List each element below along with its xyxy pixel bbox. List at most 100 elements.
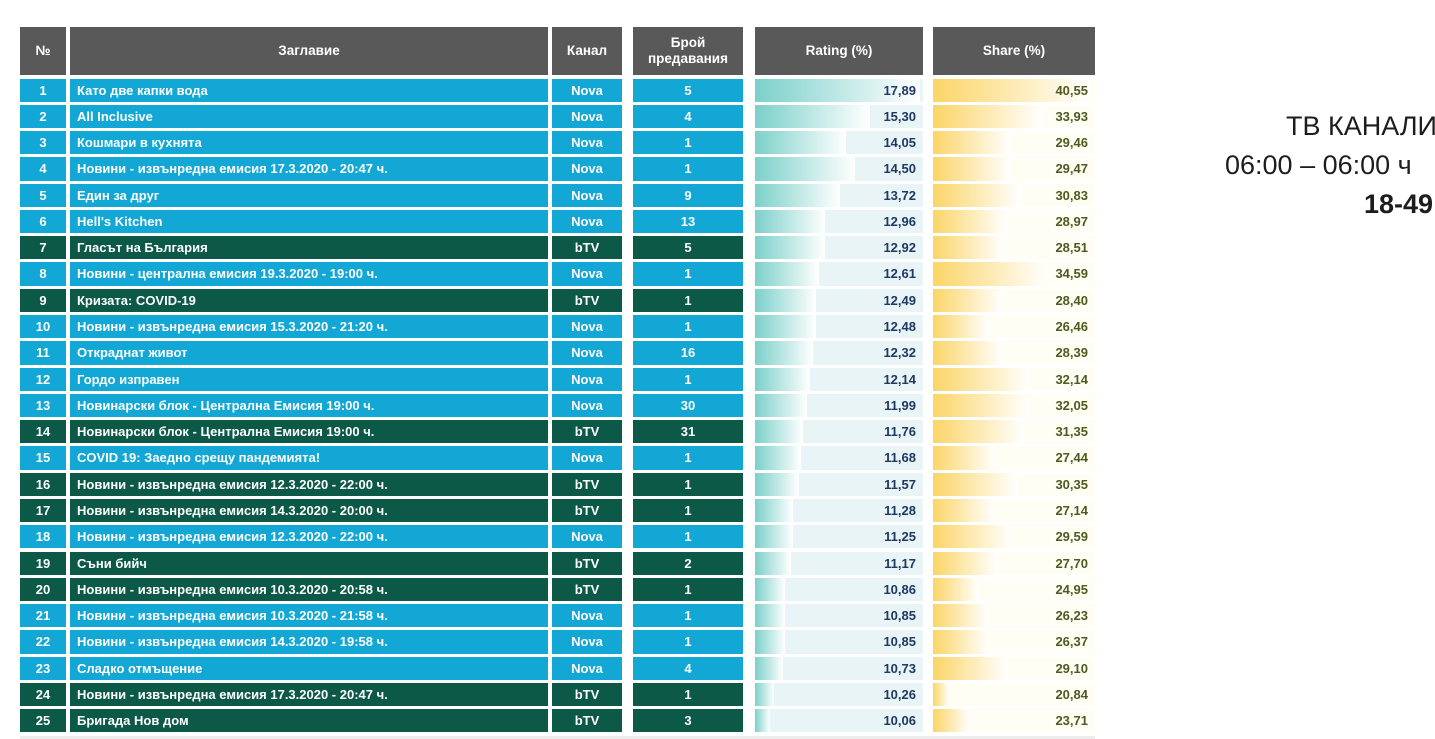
table-row: 20 Новини - извънредна емисия 10.3.2020 …: [20, 577, 1095, 602]
rating-cell: 10,86: [755, 577, 923, 602]
rating-value: 14,50: [883, 161, 916, 177]
rating-value: 10,86: [883, 581, 916, 597]
row-count: 1: [633, 262, 743, 286]
share-value: 30,35: [1055, 476, 1088, 492]
share-bar: [933, 367, 1030, 391]
row-count: 1: [633, 288, 743, 312]
header-title: Заглавие: [70, 27, 548, 75]
share-cell: 29,47: [933, 157, 1095, 181]
share-cell: 28,51: [933, 236, 1095, 260]
share-value: 27,44: [1055, 450, 1088, 466]
rating-value: 11,25: [884, 529, 916, 545]
row-title: COVID 19: Заедно срещу пандемията!: [70, 446, 548, 470]
rating-bar: [755, 420, 803, 444]
row-count: 1: [633, 446, 743, 470]
rating-value: 11,99: [884, 397, 916, 413]
rating-value: 11,28: [884, 503, 916, 518]
row-title: Новини - извънредна емисия 17.3.2020 - 2…: [70, 682, 548, 707]
row-title: Новини - централна емисия 19.3.2020 - 19…: [70, 262, 548, 286]
row-number: 2: [20, 104, 66, 128]
row-title: Сладко отмъщение: [70, 656, 548, 680]
rating-bar: [755, 288, 817, 312]
row-number: 25: [20, 709, 66, 733]
row-count: 1: [633, 367, 743, 391]
row-count: 5: [633, 78, 743, 102]
row-number: 17: [20, 499, 66, 523]
row-count: 4: [633, 104, 743, 128]
row-channel: Nova: [552, 78, 622, 102]
row-count: 9: [633, 183, 743, 207]
rating-value: 10,85: [883, 634, 916, 650]
rating-value: 11,68: [884, 450, 916, 466]
share-cell: 32,14: [933, 367, 1095, 391]
rating-bar: [755, 709, 771, 733]
share-cell: 27,14: [933, 499, 1095, 523]
rating-bar: [755, 131, 847, 155]
row-title: Кризата: COVID-19: [70, 288, 548, 312]
rating-bar: [755, 499, 794, 523]
share-cell: 28,97: [933, 209, 1095, 234]
rating-value: 17,89: [883, 82, 916, 98]
table-row: 8 Новини - централна емисия 19.3.2020 - …: [20, 262, 1095, 286]
share-cell: 29,59: [933, 525, 1095, 549]
share-value: 29,47: [1055, 161, 1088, 177]
table-header-row: № Заглавие Канал Брой предавания Rating …: [20, 27, 1095, 75]
row-count: 30: [633, 393, 743, 418]
row-number: 12: [20, 367, 66, 391]
share-value: 29,46: [1055, 135, 1088, 151]
share-bar: [933, 78, 1091, 102]
share-bar: [933, 236, 1005, 260]
row-number: 11: [20, 341, 66, 365]
row-title: Новини - извънредна емисия 12.3.2020 - 2…: [70, 525, 548, 549]
share-value: 28,97: [1055, 213, 1088, 229]
row-channel: bTV: [552, 577, 622, 602]
row-number: 10: [20, 315, 66, 339]
row-channel: Nova: [552, 131, 622, 155]
share-bar: [933, 209, 1008, 234]
rating-cell: 12,48: [755, 315, 923, 339]
table-row: 11 Откраднат живот Nova 16 12,32 28,39: [20, 341, 1095, 365]
rating-value: 12,96: [883, 213, 916, 229]
row-count: 1: [633, 472, 743, 496]
share-bar: [933, 472, 1018, 496]
share-value: 31,35: [1055, 424, 1088, 440]
rating-bar: [755, 604, 786, 628]
share-cell: 24,95: [933, 577, 1095, 602]
share-bar: [933, 183, 1021, 207]
row-channel: bTV: [552, 709, 622, 733]
rating-value: 12,32: [883, 345, 916, 361]
share-cell: 26,46: [933, 315, 1095, 339]
row-title: Hell's Kitchen: [70, 209, 548, 234]
share-bar: [933, 262, 1048, 286]
rating-bar: [755, 472, 799, 496]
row-count: 3: [633, 709, 743, 733]
table-row: 18 Новини - извънредна емисия 12.3.2020 …: [20, 525, 1095, 549]
row-number: 21: [20, 604, 66, 628]
table-row: 22 Новини - извънредна емисия 14.3.2020 …: [20, 630, 1095, 654]
share-bar: [933, 446, 997, 470]
row-title: Новини - извънредна емисия 10.3.2020 - 2…: [70, 604, 548, 628]
rating-value: 12,92: [883, 240, 916, 256]
rating-value: 10,73: [883, 660, 916, 676]
rating-value: 12,14: [883, 371, 916, 387]
rating-cell: 14,05: [755, 131, 923, 155]
table-row: 15 COVID 19: Заедно срещу пандемията! No…: [20, 446, 1095, 470]
rating-cell: 11,57: [755, 472, 923, 496]
share-bar: [933, 393, 1030, 418]
row-title: Един за друг: [70, 183, 548, 207]
rating-value: 14,05: [883, 135, 916, 151]
share-bar: [933, 551, 999, 575]
rating-bar: [755, 236, 825, 260]
share-cell: 27,44: [933, 446, 1095, 470]
rating-value: 11,57: [884, 476, 916, 492]
header-channel: Канал: [552, 27, 622, 75]
table-row: 1 Като две капки вода Nova 5 17,89 40,55: [20, 78, 1095, 102]
row-number: 16: [20, 472, 66, 496]
share-value: 28,40: [1055, 292, 1088, 308]
share-value: 28,39: [1055, 345, 1088, 361]
row-title: Новинарски блок - Централна Емисия 19:00…: [70, 420, 548, 444]
rating-bar: [755, 104, 871, 128]
row-title: Новини - извънредна емисия 10.3.2020 - 2…: [70, 577, 548, 602]
table-row: 2 All Inclusive Nova 4 15,30 33,93: [20, 104, 1095, 128]
